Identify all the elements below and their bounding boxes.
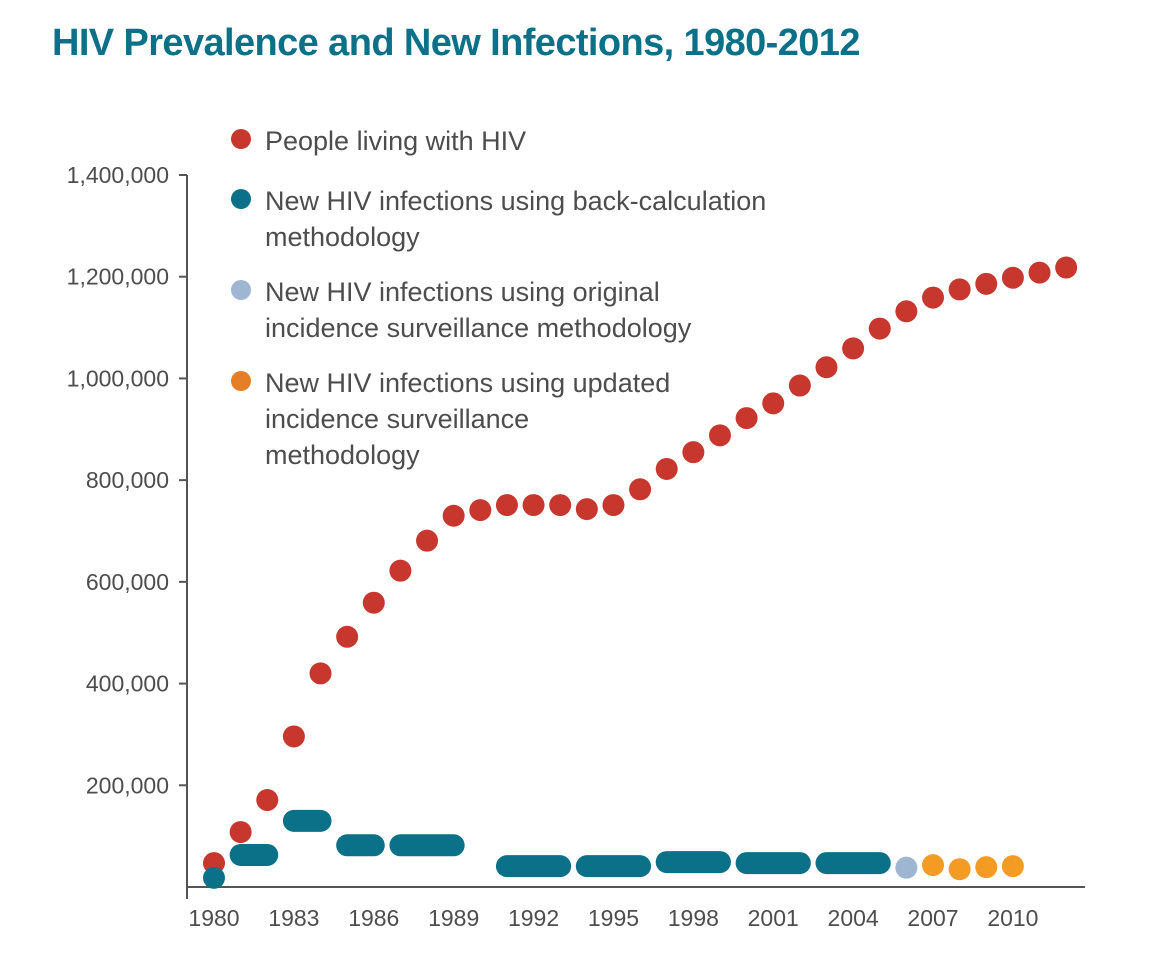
data-point	[1001, 266, 1024, 289]
legend-label: incidence surveillance	[265, 404, 529, 434]
data-range-marker	[655, 851, 731, 874]
legend-item: New HIV infections using back-calculatio…	[231, 186, 766, 252]
data-point	[336, 625, 359, 648]
x-tick-label: 1998	[668, 905, 719, 931]
x-tick-label: 1992	[508, 905, 559, 931]
data-range-marker	[735, 852, 811, 875]
data-range-marker	[282, 809, 332, 832]
x-tick-label: 2004	[828, 905, 879, 931]
data-point	[682, 441, 705, 464]
data-point	[1055, 256, 1078, 279]
y-tick-label: 400,000	[86, 671, 169, 697]
y-tick-label: 600,000	[86, 569, 169, 595]
data-range-marker	[575, 855, 652, 878]
data-point	[1028, 261, 1051, 284]
x-tick-label: 2007	[907, 905, 958, 931]
data-point	[922, 286, 945, 309]
series-2	[895, 856, 918, 879]
x-tick-label: 1995	[588, 905, 639, 931]
data-point	[708, 424, 731, 447]
data-point	[788, 374, 811, 397]
data-point	[362, 591, 385, 614]
data-point	[815, 356, 838, 379]
data-point	[229, 821, 252, 844]
data-point	[868, 317, 891, 340]
legend-item: People living with HIV	[231, 126, 526, 156]
axes	[186, 175, 1085, 899]
legend-item: New HIV infections using original inciden…	[231, 277, 692, 343]
data-point	[655, 457, 678, 480]
y-ticks: 200,000 400,000 600,000 800,000 1,000,000 1,2…	[67, 162, 187, 798]
data-point	[842, 337, 865, 360]
legend-label: incidence surveillance methodology	[265, 313, 692, 343]
data-point	[762, 392, 785, 415]
y-tick-label: 1,200,000	[67, 264, 169, 290]
data-point	[495, 494, 518, 517]
legend-label: People living with HIV	[265, 126, 526, 156]
data-range-marker	[336, 834, 385, 857]
chart-title: HIV Prevalence and New Infections, 1980-…	[52, 22, 860, 64]
legend-marker-icon	[231, 280, 251, 300]
legend-marker-icon	[231, 129, 251, 149]
data-point	[442, 504, 465, 527]
data-point	[282, 725, 305, 748]
data-point	[975, 272, 998, 295]
data-point	[522, 494, 545, 517]
data-point	[309, 662, 332, 685]
data-point	[602, 494, 625, 517]
data-point	[922, 854, 945, 877]
legend-label: methodology	[265, 222, 420, 252]
data-point	[948, 278, 971, 301]
x-tick-label: 1986	[348, 905, 399, 931]
data-point	[629, 478, 652, 501]
x-ticks: 1980 1983 1986 1989 1992 1995 1998 2001 2004 2007…	[188, 905, 1038, 931]
data-range-marker	[815, 852, 891, 875]
x-tick-label: 1989	[428, 905, 479, 931]
data-point	[549, 494, 572, 517]
data-point	[735, 407, 758, 430]
legend-marker-icon	[231, 189, 251, 209]
data-point	[1001, 855, 1024, 878]
data-point	[575, 498, 598, 521]
x-tick-label: 2001	[748, 905, 799, 931]
data-point	[256, 789, 279, 812]
legend-marker-icon	[231, 371, 251, 391]
legend-label: New HIV infections using updated	[265, 368, 670, 398]
data-range-marker	[203, 866, 225, 889]
y-tick-label: 1,400,000	[67, 162, 169, 188]
legend-label: New HIV infections using back-calculatio…	[265, 186, 766, 216]
series-3	[922, 854, 1024, 881]
data-point	[895, 300, 918, 323]
legend-item: New HIV infections using updated incidenc…	[231, 368, 670, 470]
legend: People living with HIV New HIV infections…	[231, 126, 766, 470]
x-tick-label: 1983	[268, 905, 319, 931]
data-range-marker	[389, 834, 465, 857]
y-tick-label: 1,000,000	[67, 365, 169, 391]
data-point	[895, 856, 918, 879]
y-tick-label: 200,000	[86, 772, 169, 798]
data-point	[416, 529, 439, 552]
y-tick-label: 800,000	[86, 467, 169, 493]
data-point	[389, 559, 412, 582]
x-tick-label: 2010	[987, 905, 1038, 931]
data-range-marker	[229, 843, 279, 866]
data-point	[469, 499, 492, 522]
data-point	[948, 858, 971, 881]
x-tick-label: 1980	[188, 905, 239, 931]
series-1	[203, 809, 891, 889]
data-range-marker	[495, 855, 572, 878]
data-marks	[203, 256, 1078, 889]
series-0	[203, 256, 1078, 875]
legend-label: New HIV infections using original	[265, 277, 660, 307]
legend-label: methodology	[265, 440, 420, 470]
data-point	[975, 856, 998, 879]
